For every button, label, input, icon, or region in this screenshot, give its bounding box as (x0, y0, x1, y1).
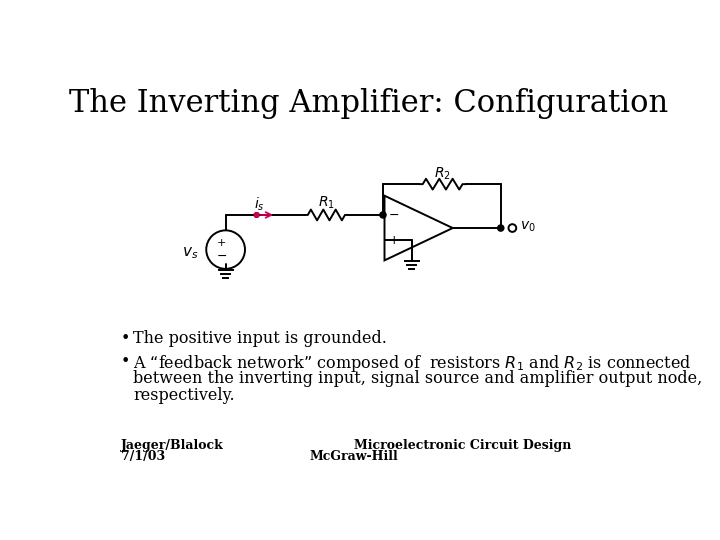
Circle shape (254, 213, 259, 217)
Text: between the inverting input, signal source and amplifier output node,: between the inverting input, signal sour… (133, 370, 703, 387)
Circle shape (498, 225, 504, 231)
Text: $R_2$: $R_2$ (434, 165, 451, 181)
Text: $i_s$: $i_s$ (254, 195, 265, 213)
Text: $v_0$: $v_0$ (520, 220, 536, 234)
Text: •: • (121, 330, 130, 347)
Circle shape (380, 212, 386, 218)
Text: +: + (389, 234, 399, 247)
Text: Microelectronic Circuit Design: Microelectronic Circuit Design (354, 439, 571, 452)
Text: Jaeger/Blalock: Jaeger/Blalock (121, 439, 224, 452)
Text: McGraw-Hill: McGraw-Hill (309, 450, 398, 463)
Text: •: • (121, 353, 130, 370)
Text: A “feedback network” composed of  resistors $R_1$ and $R_2$ is connected: A “feedback network” composed of resisto… (133, 353, 692, 374)
Text: −: − (217, 250, 227, 263)
Circle shape (254, 213, 259, 217)
Text: −: − (389, 210, 399, 222)
Text: The Inverting Amplifier: Configuration: The Inverting Amplifier: Configuration (69, 88, 669, 119)
Text: 7/1/03: 7/1/03 (121, 450, 165, 463)
Text: $v_s$: $v_s$ (182, 246, 199, 261)
Text: respectively.: respectively. (133, 387, 235, 404)
Text: +: + (217, 238, 226, 248)
Circle shape (508, 224, 516, 232)
Text: The positive input is grounded.: The positive input is grounded. (133, 330, 387, 347)
Text: $R_1$: $R_1$ (318, 194, 335, 211)
